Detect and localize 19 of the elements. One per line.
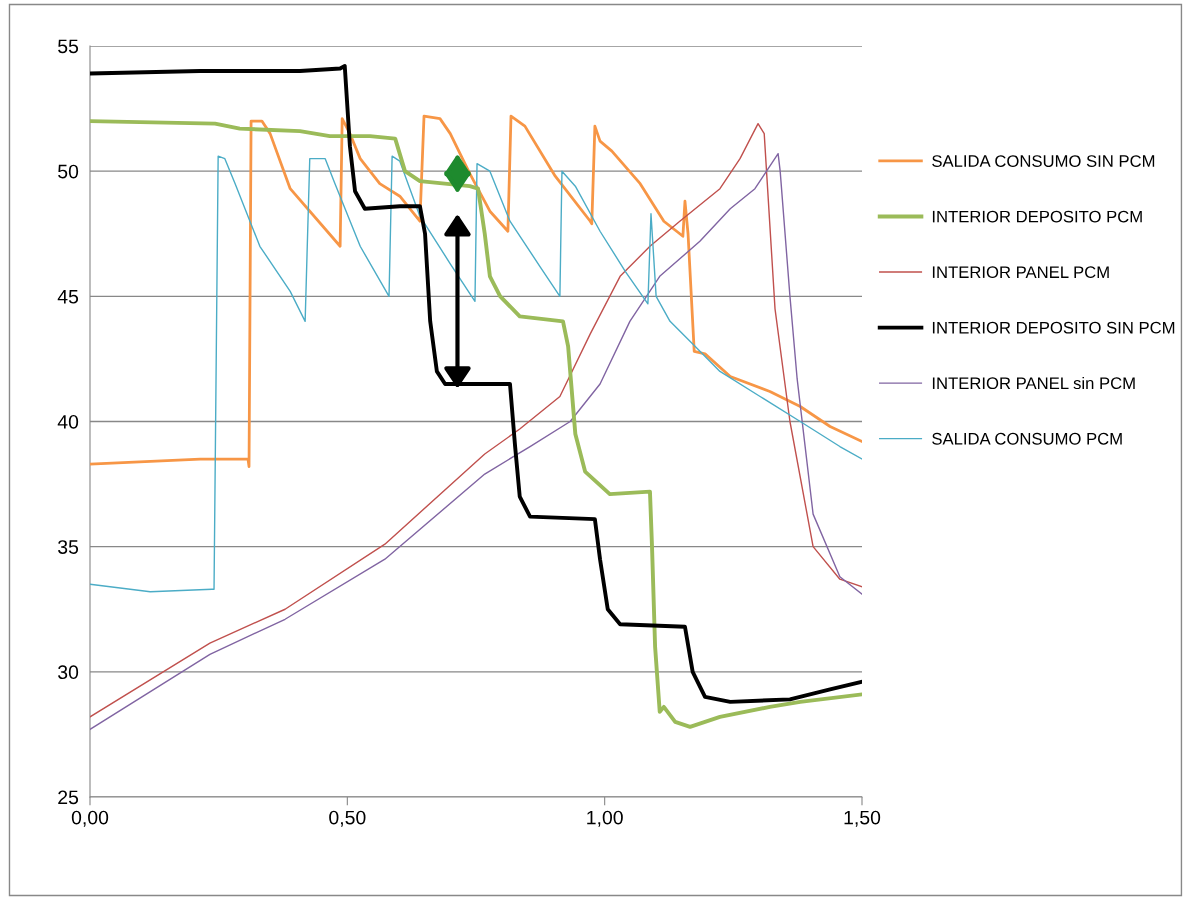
x-tick-label: 1,50 [844,810,881,827]
x-tick-label: 1,00 [587,810,623,827]
y-tick-label: 25 [58,790,79,805]
line-series [90,155,862,593]
legend-label: INTERIOR DEPOSITO PCM [932,210,1142,223]
x-tick-label: 0,50 [329,810,366,827]
y-tick-label: 30 [58,665,79,680]
y-tick-label: 40 [57,414,79,429]
legend-label: SALIDA CONSUMO PCM [932,432,1122,445]
y-tick-label: 45 [57,290,79,304]
y-tick-label: 35 [58,540,79,554]
line-series [90,114,862,468]
y-tick-label: 55 [58,39,79,54]
legend-label: INTERIOR DEPOSITO SIN PCM [932,321,1175,334]
x-tick-label: 0,00 [71,810,109,827]
legend-label: SALIDA CONSUMO SIN PCM [932,155,1155,167]
legend-label: INTERIOR PANEL sin PCM [932,376,1135,390]
legend-label: INTERIOR PANEL PCM [932,266,1109,279]
y-tick-label: 50 [58,164,79,179]
